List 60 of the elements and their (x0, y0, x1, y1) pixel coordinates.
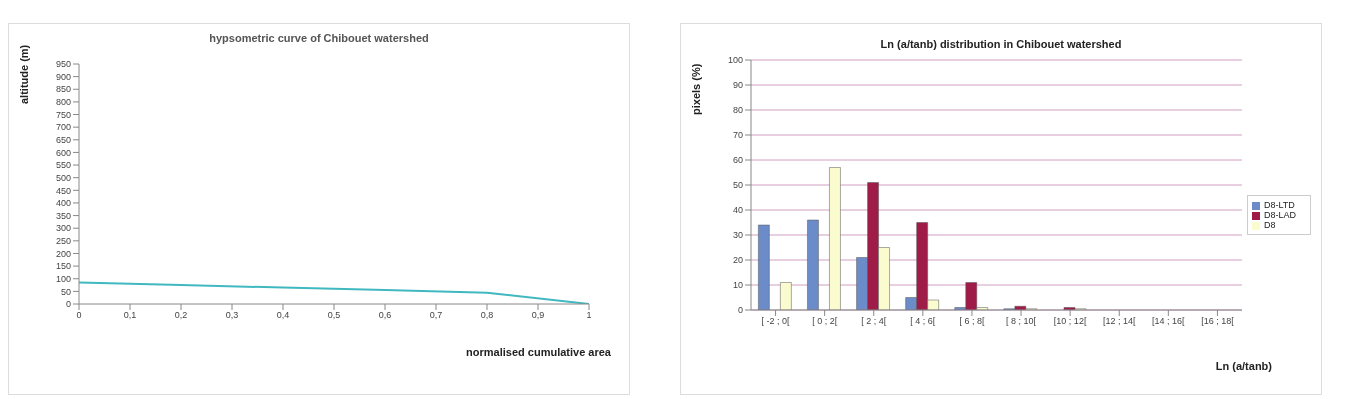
y-tick-label: 450 (55, 185, 71, 196)
x-tick-label: [ 8 ; 10[ (1006, 316, 1037, 327)
chart-title: Ln (a/tanb) distribution in Chibouet watershed (879, 38, 1123, 50)
legend-label: D8-LAD (1263, 210, 1296, 220)
legend-label: D8 (1263, 220, 1276, 230)
y-tick-label: 50 (732, 180, 743, 191)
x-tick-label: [10 ; 12[ (1053, 316, 1087, 327)
y-tick-label: 20 (732, 255, 743, 266)
y-tick-label: 100 (55, 273, 71, 284)
y-axis-title: altitude (m) (17, 44, 30, 104)
y-tick-label: 700 (55, 122, 71, 133)
y-tick-label: 350 (55, 210, 71, 221)
x-tick-label: [14 ; 16[ (1152, 316, 1186, 327)
x-axis-title: Ln (a/tanb) (1215, 360, 1273, 372)
y-tick-label: 800 (55, 97, 71, 108)
y-tick-label: 900 (55, 71, 71, 82)
y-tick-label: 30 (732, 230, 743, 241)
y-tick-label: 300 (55, 223, 71, 234)
x-tick-label: 0,3 (225, 310, 239, 321)
x-tick-label: 0,5 (327, 310, 341, 321)
y-tick-label: 100 (727, 55, 743, 66)
x-tick-label: [ -2 ; 0[ (761, 316, 791, 327)
y-tick-label: 500 (55, 172, 71, 183)
y-tick-label: 400 (55, 198, 71, 209)
x-tick-label: [16 ; 18[ (1201, 316, 1235, 327)
x-axis-title: normalised cumulative area (466, 346, 612, 358)
x-tick-label: [ 0 ; 2[ (812, 316, 838, 327)
y-tick-label: 650 (55, 134, 71, 145)
x-tick-label: 0,9 (531, 310, 545, 321)
x-tick-label: 0,4 (276, 310, 290, 321)
x-tick-label: [ 2 ; 4[ (861, 316, 887, 327)
y-tick-label: 50 (60, 286, 71, 297)
x-tick-label: [ 4 ; 6[ (910, 316, 936, 327)
y-tick-label: 40 (732, 205, 743, 216)
chart-title: hypsometric curve of Chibouet watershed (208, 32, 430, 44)
y-tick-label: 10 (732, 280, 743, 291)
x-tick-label: 0,6 (378, 310, 392, 321)
x-tick-label: 0,2 (174, 310, 188, 321)
x-tick-label: [12 ; 14[ (1102, 316, 1136, 327)
y-tick-label: 600 (55, 147, 71, 158)
x-tick-label: 0,8 (480, 310, 494, 321)
y-tick-label: 250 (55, 236, 71, 247)
x-tick-label: 0,1 (123, 310, 137, 321)
x-tick-label: [ 6 ; 8[ (959, 316, 985, 327)
y-tick-label: 750 (55, 109, 71, 120)
x-tick-label: 0 (76, 310, 82, 321)
y-tick-label: 150 (55, 261, 71, 272)
y-tick-label: 80 (732, 105, 743, 116)
y-tick-label: 200 (55, 248, 71, 259)
x-tick-label: 1 (586, 310, 592, 321)
y-tick-label: 60 (732, 155, 743, 166)
y-tick-label: 70 (732, 130, 743, 141)
legend-label: D8-LTD (1263, 200, 1295, 210)
y-tick-label: 90 (732, 80, 743, 91)
y-tick-label: 550 (55, 160, 71, 171)
y-axis-title: pixels (%) (689, 63, 702, 115)
x-tick-label: 0,7 (429, 310, 443, 321)
y-tick-label: 850 (55, 84, 71, 95)
y-tick-label: 950 (55, 59, 71, 70)
y-tick-label: 0 (65, 299, 71, 310)
